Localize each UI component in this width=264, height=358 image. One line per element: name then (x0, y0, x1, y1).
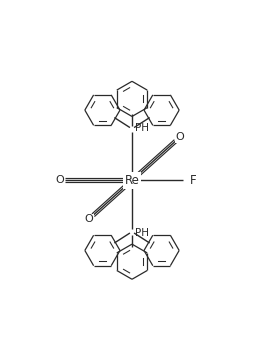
Text: O: O (84, 214, 93, 224)
Text: PH: PH (135, 123, 149, 133)
Text: F: F (190, 174, 197, 187)
Text: O: O (55, 175, 64, 185)
Text: O: O (176, 132, 184, 142)
Text: Re: Re (125, 174, 139, 187)
Text: PH: PH (135, 228, 149, 238)
